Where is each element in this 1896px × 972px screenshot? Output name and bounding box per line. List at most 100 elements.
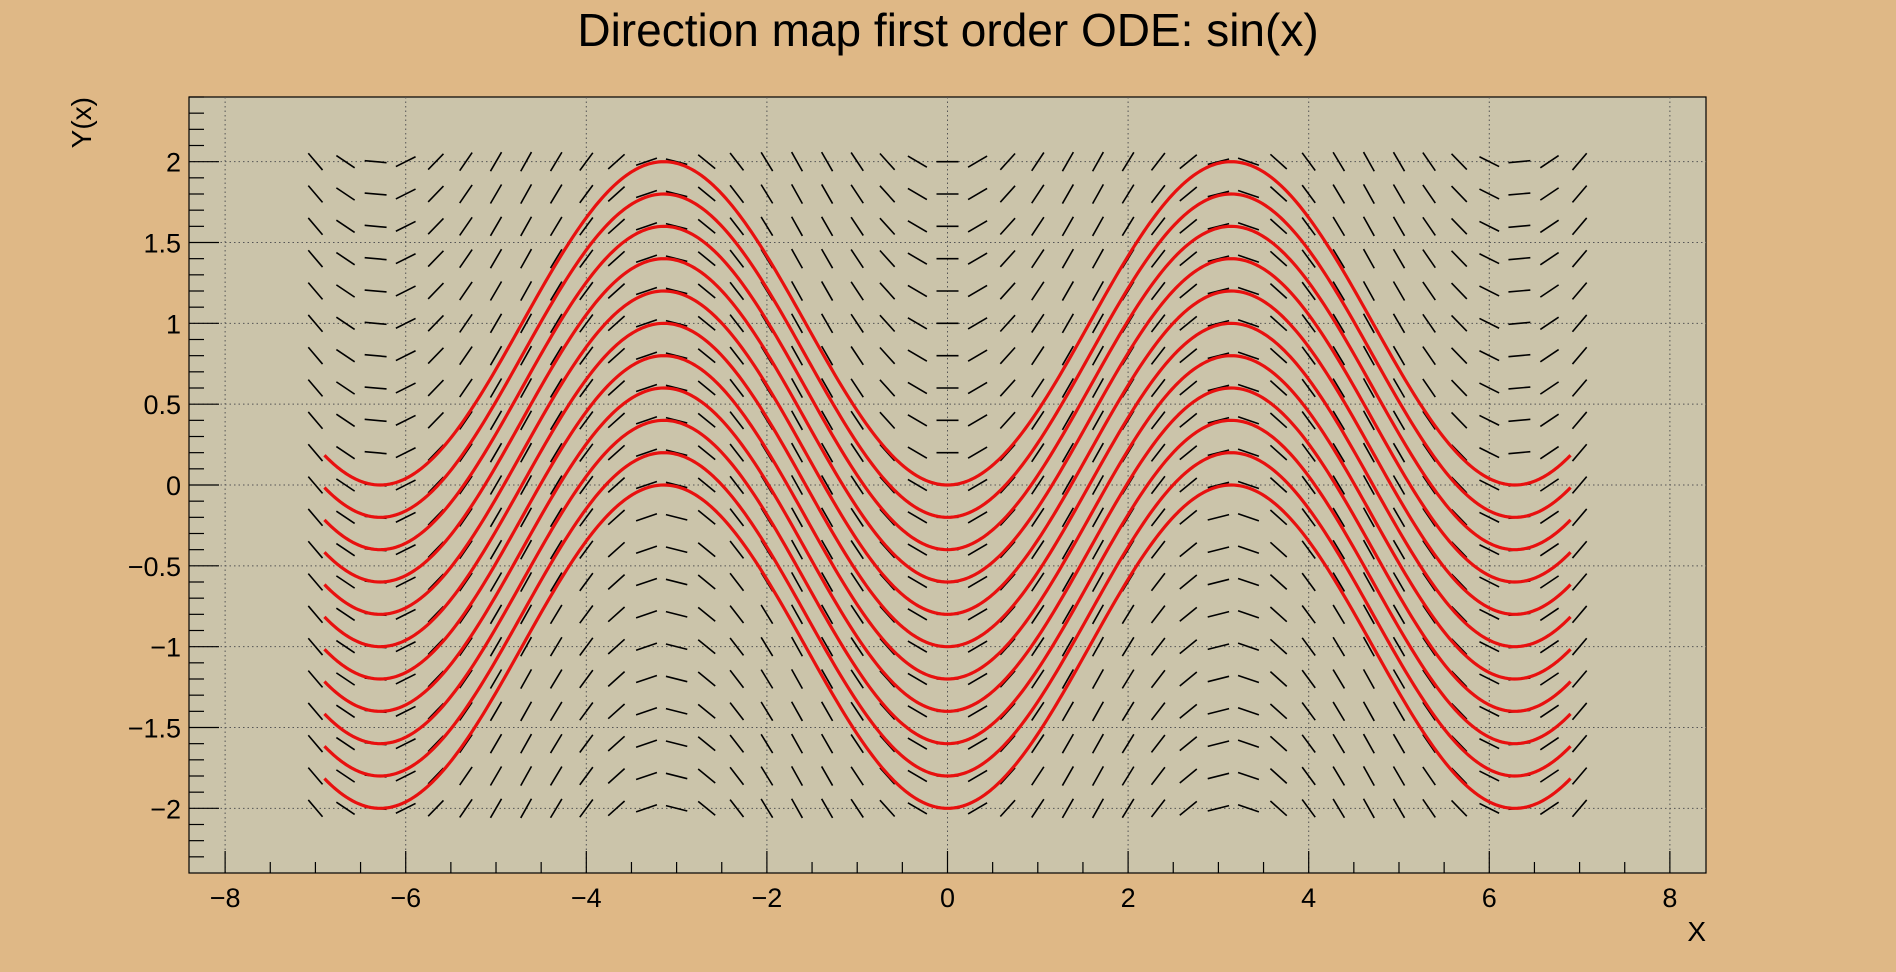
field-segment-36-7: [1392, 572, 1406, 592]
field-segment-28-20: [1150, 152, 1166, 171]
field-segment-40-19: [1508, 192, 1531, 196]
field-segment-29-19: [1179, 186, 1198, 202]
field-segment-37-3: [1422, 701, 1436, 721]
x-tick-label-3: −2: [752, 883, 783, 913]
field-segment-9-7: [579, 572, 594, 592]
field-segment-3-0: [395, 802, 416, 814]
field-segment-35-17: [1362, 248, 1375, 269]
field-segment-28-6: [1150, 605, 1166, 624]
field-segment-25-16: [1061, 281, 1075, 301]
field-segment-3-16: [395, 285, 416, 297]
axes: −8 −6 −4 −2 0 2 4 6 8 −2 −1.5 −1 −0.5 0 0.5 1 1.5 2: [128, 96, 1677, 913]
field-segment-39-0: [1479, 802, 1500, 814]
field-segment-32-1: [1269, 768, 1288, 784]
field-segment-34-13: [1332, 378, 1346, 398]
field-segment-27-6: [1121, 604, 1135, 625]
field-segment-39-17: [1479, 253, 1500, 265]
field-segment-17-15: [820, 313, 834, 334]
field-segment-1-8: [335, 542, 356, 557]
field-segment-22-16: [967, 284, 988, 298]
field-segment-0-18: [307, 217, 324, 236]
field-segment-41-19: [1539, 187, 1560, 201]
field-segment-41-13: [1539, 381, 1560, 395]
field-segment-13-10: [697, 477, 716, 493]
field-segment-42-13: [1571, 379, 1588, 397]
field-segment-7-4: [520, 669, 533, 689]
field-segment-35-5: [1362, 636, 1375, 657]
field-segment-3-9: [395, 511, 416, 523]
field-segment-31-1: [1237, 771, 1260, 781]
field-segment-6-14: [489, 345, 503, 366]
field-segment-19-0: [879, 799, 896, 818]
field-segment-25-6: [1061, 604, 1075, 625]
field-segment-36-9: [1392, 507, 1406, 528]
field-segment-33-19: [1301, 184, 1316, 204]
field-segment-24-1: [1031, 766, 1045, 786]
field-segment-25-10: [1061, 475, 1075, 495]
field-segment-25-8: [1061, 539, 1075, 560]
field-segment-35-3: [1362, 701, 1375, 722]
field-segment-10-16: [607, 283, 626, 299]
field-segment-39-19: [1479, 188, 1500, 200]
field-segment-24-13: [1031, 378, 1045, 398]
solution-curve-3: [323, 386, 1572, 713]
field-segment-38-13: [1450, 379, 1468, 397]
field-segment-14-4: [729, 669, 745, 689]
field-segment-42-2: [1571, 734, 1588, 753]
field-segment-9-3: [579, 702, 594, 721]
field-segment-17-3: [820, 701, 834, 722]
field-segment-35-7: [1362, 572, 1375, 592]
field-segment-32-5: [1269, 638, 1288, 655]
field-segment-14-8: [729, 540, 745, 559]
field-segment-34-3: [1332, 701, 1346, 722]
field-segment-34-5: [1332, 636, 1346, 657]
field-segment-14-15: [729, 314, 745, 333]
field-segment-9-20: [579, 152, 594, 171]
solution-curve-4: [323, 354, 1572, 681]
field-segment-39-1: [1479, 770, 1500, 782]
field-segment-17-17: [820, 248, 834, 269]
field-segment-9-2: [579, 734, 594, 753]
field-segment-17-13: [820, 378, 834, 398]
field-segment-32-15: [1269, 315, 1288, 332]
field-segment-5-0: [459, 798, 473, 818]
field-segment-2-19: [364, 192, 387, 196]
field-segment-22-17: [967, 252, 988, 265]
field-segment-39-18: [1479, 220, 1500, 232]
field-segment-36-12: [1392, 410, 1406, 431]
field-segment-39-10: [1479, 479, 1500, 491]
field-segment-35-13: [1362, 378, 1375, 398]
field-segment-42-11: [1571, 443, 1588, 462]
field-segment-6-3: [489, 701, 503, 722]
field-segment-27-4: [1121, 669, 1135, 689]
field-segment-33-18: [1301, 217, 1316, 236]
field-segment-4-13: [427, 379, 445, 397]
field-segment-8-4: [549, 669, 563, 689]
field-segment-20-18: [907, 220, 928, 233]
field-segment-31-11: [1237, 448, 1260, 457]
field-segment-24-18: [1031, 216, 1045, 236]
field-segment-1-11: [335, 445, 356, 460]
field-segment-36-11: [1392, 442, 1406, 463]
field-segment-33-3: [1301, 702, 1316, 721]
field-segment-37-13: [1422, 378, 1436, 398]
field-segment-5-1: [459, 766, 473, 786]
field-segment-17-6: [820, 604, 834, 625]
field-segment-0-9: [307, 508, 324, 527]
field-segment-26-6: [1091, 604, 1105, 625]
solution-curve-7: [323, 257, 1572, 584]
field-segment-8-3: [549, 701, 563, 722]
field-segment-16-9: [790, 507, 804, 528]
field-segment-28-7: [1150, 572, 1166, 592]
field-segment-30-5: [1207, 643, 1230, 651]
field-segment-6-18: [489, 216, 503, 237]
field-segment-8-20: [549, 151, 563, 172]
field-segment-3-2: [395, 738, 416, 750]
field-segment-39-12: [1479, 414, 1500, 426]
field-segment-38-14: [1450, 347, 1468, 365]
field-segment-8-11: [549, 442, 563, 463]
field-segment-8-8: [549, 539, 563, 560]
field-segment-26-0: [1091, 798, 1105, 819]
field-segment-32-17: [1269, 250, 1288, 267]
field-segment-8-19: [549, 184, 563, 204]
